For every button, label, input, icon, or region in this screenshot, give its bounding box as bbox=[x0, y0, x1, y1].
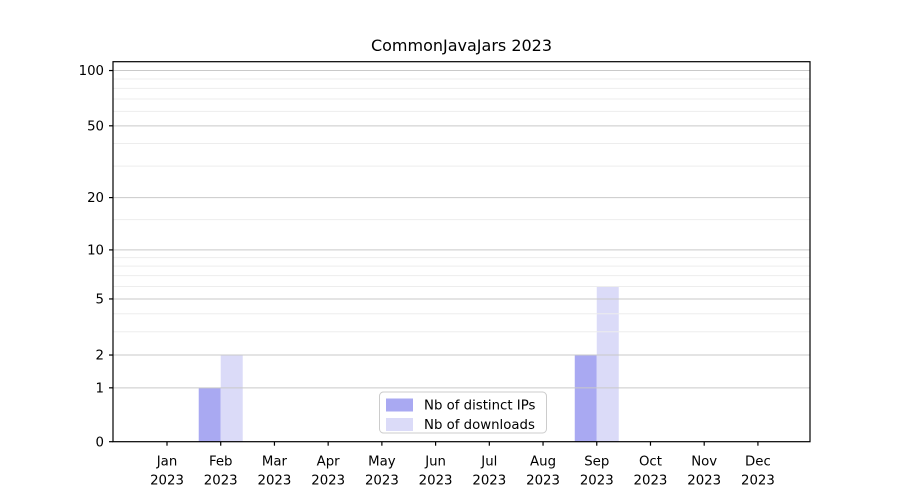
x-tick-label-year: 2023 bbox=[741, 474, 775, 489]
x-tick-label-year: 2023 bbox=[472, 474, 506, 489]
legend-swatch-distinct-ips bbox=[386, 398, 413, 412]
bar-distinct-ips-feb bbox=[198, 387, 221, 442]
bar-downloads-feb bbox=[220, 355, 243, 442]
x-tick-label-month: Oct bbox=[639, 455, 662, 470]
bar-downloads-sep bbox=[596, 286, 619, 442]
x-tick-label-year: 2023 bbox=[634, 474, 668, 489]
legend-label: Nb of downloads bbox=[424, 418, 535, 433]
x-tick-label-month: Apr bbox=[317, 455, 341, 470]
x-tick-label-year: 2023 bbox=[365, 474, 399, 489]
chart-title: CommonJavaJars 2023 bbox=[370, 36, 553, 55]
x-tick-label-month: Mar bbox=[262, 455, 288, 470]
x-tick-label-month: Jul bbox=[480, 455, 497, 470]
x-tick-label-month: Nov bbox=[691, 455, 717, 470]
x-tick-label-year: 2023 bbox=[580, 474, 614, 489]
x-tick-label-year: 2023 bbox=[311, 474, 345, 489]
plot-border bbox=[112, 61, 811, 443]
y-tick-label: 5 bbox=[96, 293, 104, 308]
y-tick-label: 100 bbox=[79, 64, 104, 79]
x-tick-label-year: 2023 bbox=[258, 474, 292, 489]
x-tick-label-year: 2023 bbox=[204, 474, 238, 489]
x-tick-label-month: Sep bbox=[584, 455, 609, 470]
bar-distinct-ips-sep bbox=[574, 355, 597, 442]
x-tick-label-month: Jun bbox=[424, 455, 446, 470]
x-tick-label-month: May bbox=[368, 455, 396, 470]
x-tick-label-month: Feb bbox=[209, 455, 233, 470]
x-tick-label-month: Jan bbox=[156, 455, 178, 470]
y-tick-label: 2 bbox=[96, 349, 104, 364]
x-tick-label-year: 2023 bbox=[687, 474, 721, 489]
x-tick-label-month: Dec bbox=[745, 455, 771, 470]
y-tick-label: 10 bbox=[87, 244, 104, 259]
x-tick-label-year: 2023 bbox=[419, 474, 453, 489]
y-tick-label: 50 bbox=[87, 119, 104, 134]
y-tick-label: 1 bbox=[96, 381, 104, 396]
legend-swatch-downloads bbox=[386, 418, 413, 431]
y-tick-label: 0 bbox=[96, 435, 104, 450]
x-tick-label-year: 2023 bbox=[150, 474, 184, 489]
y-tick-label: 20 bbox=[87, 191, 104, 206]
legend-box bbox=[379, 391, 547, 434]
legend-label: Nb of distinct IPs bbox=[424, 399, 536, 414]
x-tick-label-month: Aug bbox=[530, 455, 556, 470]
x-tick-label-year: 2023 bbox=[526, 474, 560, 489]
